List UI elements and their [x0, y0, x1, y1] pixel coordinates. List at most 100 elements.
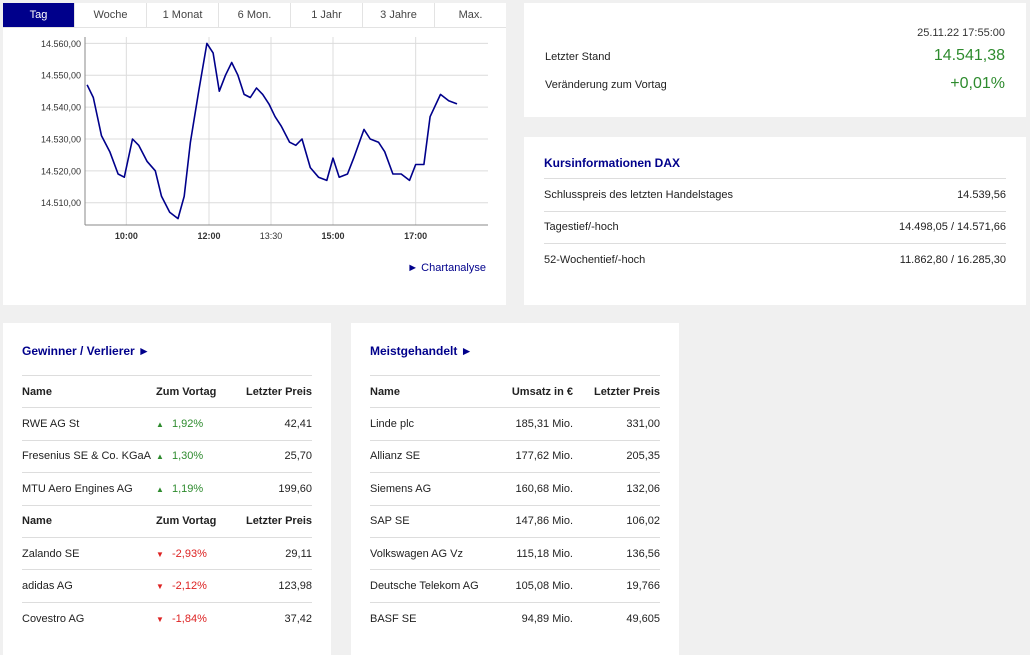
volume-cell: 177,62 Mio.	[515, 450, 573, 463]
price-info-row: 52-Wochentief/-hoch 11.862,80 / 16.285,30	[544, 244, 1006, 277]
gainers-losers-panel: Gewinner / Verlierer ► Name Zum Vortag Let…	[3, 323, 331, 655]
tab-2[interactable]: 1 Monat	[147, 3, 219, 27]
table-row[interactable]: RWE AG St ▲ 1,92% 42,41	[22, 408, 312, 441]
stock-name[interactable]: SAP SE	[370, 515, 410, 528]
price-info-value: 14.498,05 / 14.571,66	[898, 221, 1006, 234]
y-tick-label: 14.510,00	[41, 198, 81, 208]
column-header: Letzter Preis	[593, 385, 660, 398]
stock-name[interactable]: RWE AG St	[22, 418, 80, 431]
x-tick-label: 12:00	[197, 231, 220, 241]
table-row[interactable]: Volkswagen AG Vz 115,18 Mio. 136,56	[370, 538, 660, 571]
table-row[interactable]: Deutsche Telekom AG 105,08 Mio. 19,766	[370, 570, 660, 603]
table-row[interactable]: SAP SE 147,86 Mio. 106,02	[370, 506, 660, 538]
table-row[interactable]: BASF SE 94,89 Mio. 49,605	[370, 603, 660, 635]
price-cell: 132,06	[626, 482, 660, 495]
x-tick-label: 15:00	[321, 231, 344, 241]
table-row[interactable]: adidas AG ▼ -2,12% 123,98	[22, 570, 312, 603]
stock-name[interactable]: adidas AG	[22, 580, 73, 593]
change-value: +0,01%	[950, 75, 1005, 92]
column-header: Letzter Preis	[245, 385, 312, 398]
price-cell: 106,02	[626, 515, 660, 528]
price-info-label: Schlusspreis des letzten Handelstages	[544, 188, 733, 201]
timeframe-tabs: Tag Woche 1 Monat 6 Mon. 1 Jahr 3 Jahre Max.	[3, 3, 506, 28]
change-value: -2,12%	[172, 580, 207, 593]
table-row[interactable]: Linde plc 185,31 Mio. 331,00	[370, 408, 660, 441]
stock-name[interactable]: Deutsche Telekom AG	[370, 580, 479, 593]
gainers-losers-title[interactable]: Gewinner / Verlierer ►	[22, 344, 150, 358]
x-tick-label: 17:00	[404, 231, 427, 241]
stock-name[interactable]: Covestro AG	[22, 612, 85, 625]
volume-cell: 115,18 Mio.	[516, 547, 573, 560]
stock-name[interactable]: Siemens AG	[370, 482, 432, 495]
volume-cell: 94,89 Mio.	[521, 612, 573, 625]
price-info-label: 52-Wochentief/-hoch	[544, 254, 646, 267]
column-header: Name	[22, 515, 52, 528]
table-row[interactable]: Allianz SE 177,62 Mio. 205,35	[370, 441, 660, 474]
y-tick-label: 14.550,00	[41, 71, 81, 81]
tab-3[interactable]: 6 Mon.	[219, 3, 291, 27]
column-header: Zum Vortag	[156, 515, 217, 528]
chartanalyse-link[interactable]: ► Chartanalyse	[407, 262, 486, 274]
price-cell: 331,00	[626, 418, 660, 431]
change-row: Veränderung zum Vortag +0,01%	[545, 75, 1005, 93]
tab-1[interactable]: Woche	[75, 3, 147, 27]
stock-name[interactable]: Fresenius SE & Co. KGaA	[22, 450, 151, 463]
volume-cell: 160,68 Mio.	[515, 482, 573, 495]
column-header: Umsatz in €	[511, 385, 573, 398]
tab-6[interactable]: Max.	[458, 9, 483, 21]
stock-name[interactable]: BASF SE	[370, 612, 417, 625]
y-tick-label: 14.530,00	[41, 134, 81, 144]
stock-name[interactable]: Allianz SE	[370, 450, 421, 463]
tab-4[interactable]: 1 Jahr	[291, 3, 363, 27]
tab-5[interactable]: 3 Jahre	[363, 3, 435, 27]
triangle-down-icon: ▼	[156, 582, 164, 592]
price-cell: 37,42	[284, 612, 312, 625]
most-traded-panel: Meistgehandelt ► Name Umsatz in € Letzter …	[351, 323, 679, 655]
table-row[interactable]: MTU Aero Engines AG ▲ 1,19% 199,60	[22, 473, 312, 506]
last-value-row: Letzter Stand 14.541,38	[545, 47, 1005, 65]
y-tick-label: 14.540,00	[41, 103, 81, 113]
tab-0[interactable]: Tag	[3, 3, 75, 27]
change-label: Veränderung zum Vortag	[545, 79, 667, 91]
price-info-label: Tagestief/-hoch	[544, 221, 619, 234]
price-cell: 29,11	[285, 547, 312, 560]
stock-name[interactable]: MTU Aero Engines AG	[22, 482, 133, 495]
triangle-down-icon: ▼	[156, 549, 164, 559]
stock-name[interactable]: Linde plc	[370, 418, 415, 431]
volume-cell: 147,86 Mio.	[515, 515, 573, 528]
table-header-row: Name Umsatz in € Letzter Preis	[370, 376, 660, 409]
change-value: 1,19%	[172, 482, 204, 495]
most-traded-title[interactable]: Meistgehandelt ►	[370, 344, 473, 358]
price-cell: 205,35	[626, 450, 660, 463]
price-cell: 19,766	[626, 580, 660, 593]
quote-timestamp: 25.11.22 17:55:00	[917, 27, 1005, 39]
most-traded-table: Name Umsatz in € Letzter Preis Linde plc 185…	[370, 375, 660, 635]
column-header: Letzter Preis	[245, 515, 312, 528]
index-line-chart: 14.510,00 14.520,00 14.530,00 14.540,00 14.5…	[41, 37, 488, 241]
price-info-list: Schlusspreis des letzten Handelstages 14.…	[544, 178, 1006, 277]
volume-cell: 105,08 Mio.	[515, 580, 573, 593]
price-info-value: 11.862,80 / 16.285,30	[899, 254, 1006, 267]
column-header: Name	[370, 385, 400, 398]
last-value-label: Letzter Stand	[545, 51, 611, 63]
stock-name[interactable]: Zalando SE	[22, 547, 80, 560]
price-info-row: Schlusspreis des letzten Handelstages 14.…	[544, 179, 1006, 212]
table-row[interactable]: Zalando SE ▼ -2,93% 29,11	[22, 538, 312, 571]
triangle-up-icon: ▲	[156, 484, 164, 494]
price-info-row: Tagestief/-hoch 14.498,05 / 14.571,66	[544, 212, 1006, 244]
change-cell: ▼ -2,12%	[156, 580, 238, 592]
volume-cell: 185,31 Mio.	[515, 418, 573, 431]
column-header: Name	[22, 385, 52, 398]
change-cell: ▲ 1,19%	[156, 483, 238, 495]
column-header: Zum Vortag	[156, 385, 217, 398]
table-row[interactable]: Covestro AG ▼ -1,84% 37,42	[22, 603, 312, 635]
change-cell: ▲ 1,30%	[156, 450, 238, 462]
table-header-row: Name Zum Vortag Letzter Preis	[22, 376, 312, 409]
table-row[interactable]: Siemens AG 160,68 Mio. 132,06	[370, 473, 660, 506]
quote-panel: 25.11.22 17:55:00 Letzter Stand 14.541,3…	[524, 3, 1026, 117]
table-row[interactable]: Fresenius SE & Co. KGaA ▲ 1,30% 25,70	[22, 441, 312, 474]
x-tick-label: 13:30	[260, 231, 283, 241]
price-cell: 136,56	[626, 547, 660, 560]
stock-name[interactable]: Volkswagen AG Vz	[370, 547, 463, 560]
x-tick-label: 10:00	[115, 231, 138, 241]
